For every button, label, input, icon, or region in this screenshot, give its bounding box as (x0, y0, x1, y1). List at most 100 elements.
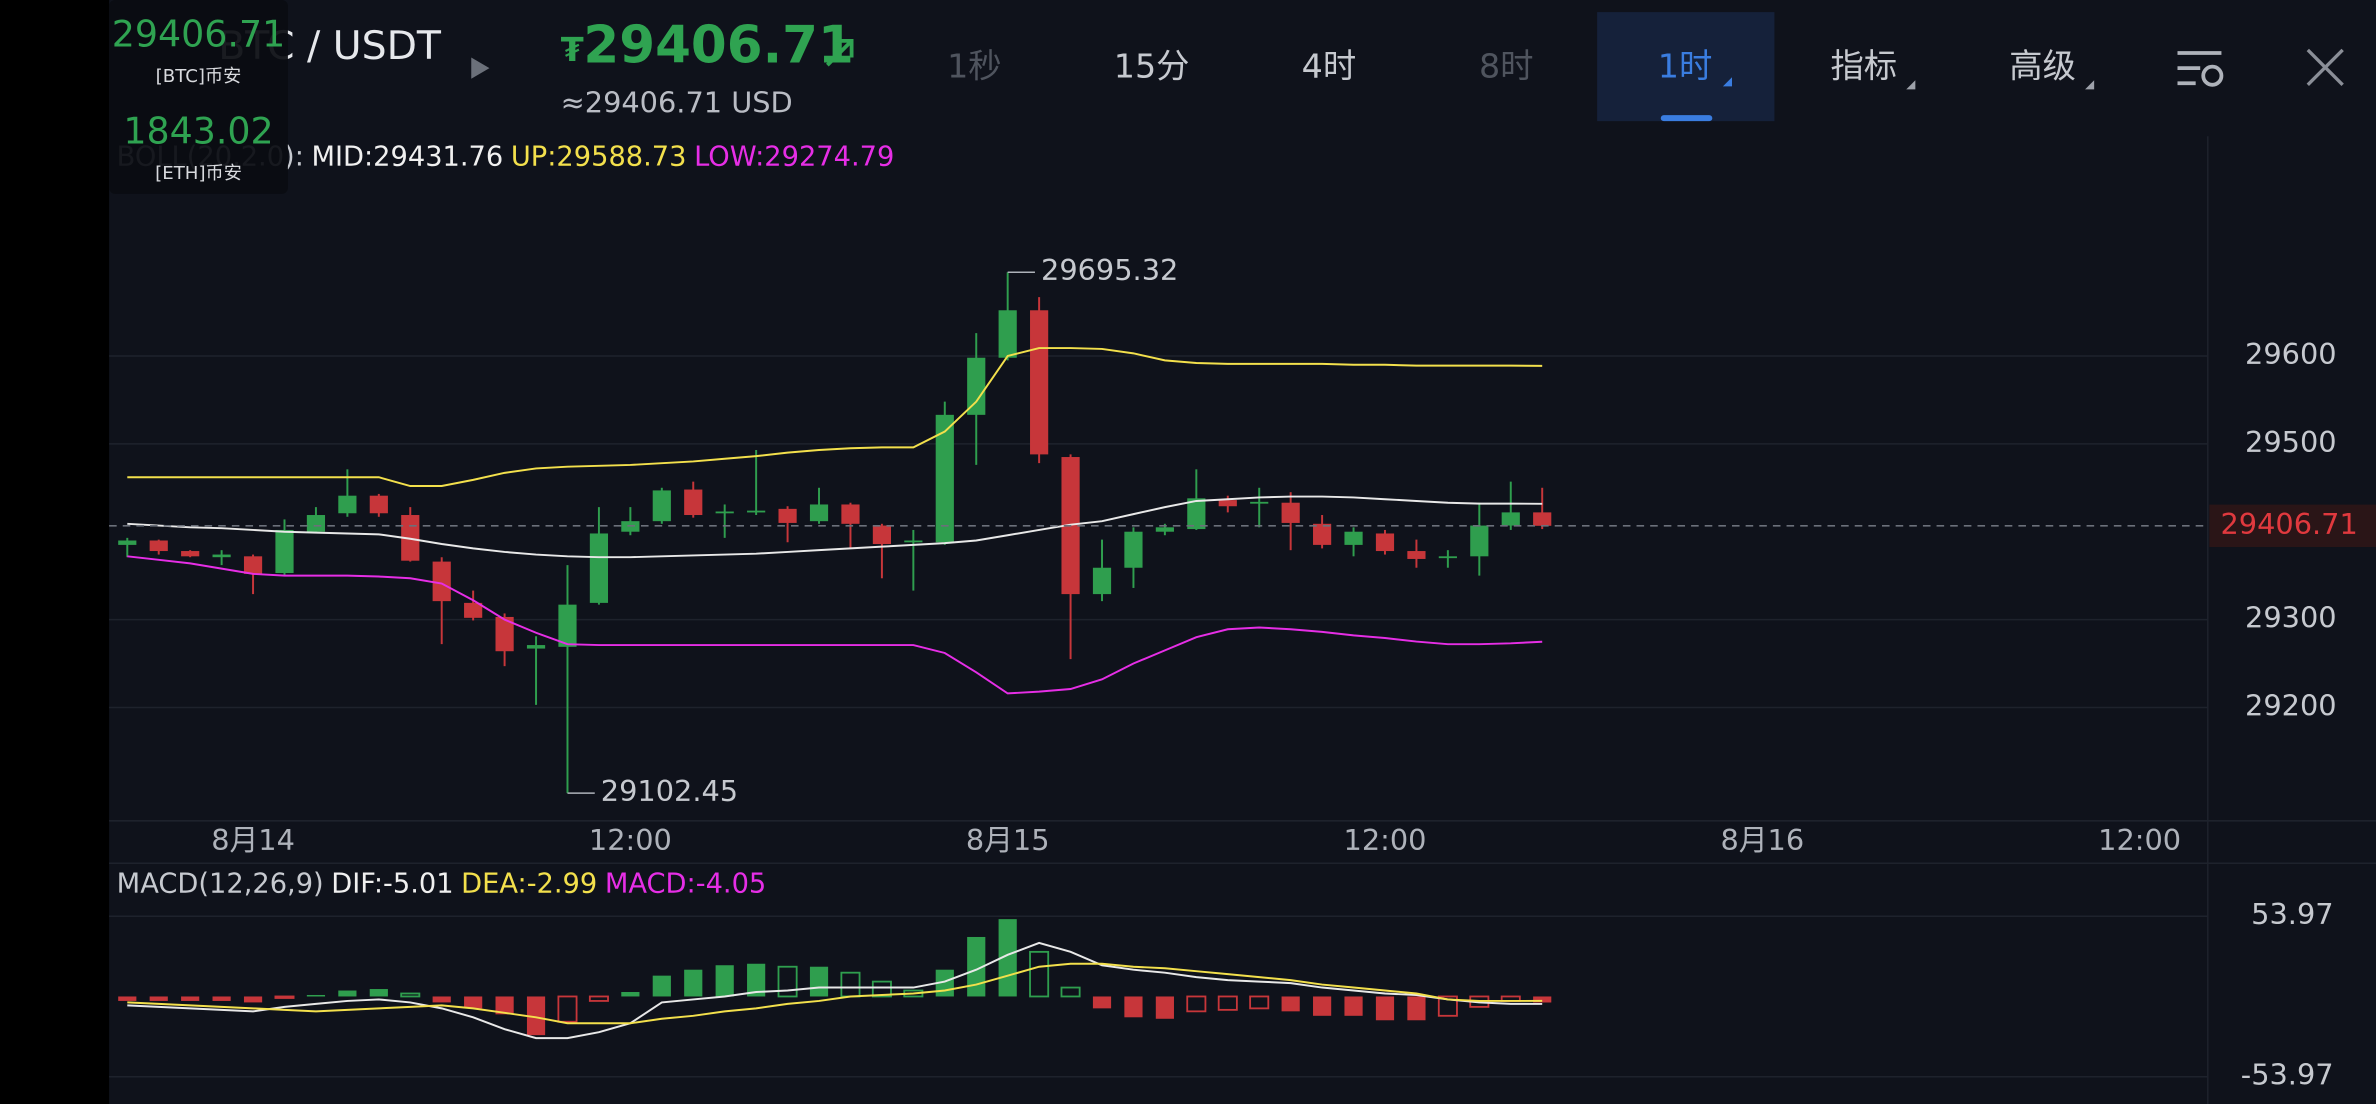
x-tick-label: 8月15 (966, 823, 1050, 857)
candle-body (684, 489, 703, 516)
left-strip (0, 0, 110, 1104)
macd-bar (652, 975, 671, 997)
macd-bar (967, 936, 986, 997)
macd-bar (1313, 996, 1332, 1016)
candle-body (495, 616, 514, 652)
tab[interactable]: 4时 (1302, 47, 1357, 86)
legend-entry: MACD:-4.05 (605, 868, 766, 899)
candle-body (149, 540, 168, 552)
currency-symbol: ₮ (561, 30, 584, 69)
macd-bar (1217, 995, 1238, 1011)
play-icon[interactable] (471, 57, 490, 79)
y-tick-label: 29500 (2245, 425, 2337, 459)
macd-bar (684, 969, 703, 997)
candle-body (306, 515, 326, 532)
candle-body (526, 645, 546, 649)
legend-entry: DEA:-2.99 (461, 868, 597, 899)
overlay-price: 29406.71 (112, 12, 285, 55)
tab-corner (1722, 77, 1732, 87)
macd-bar (1124, 996, 1143, 1018)
x-tick-label: 8月14 (211, 823, 295, 857)
candle-body (747, 510, 766, 513)
usd-price: ≈29406.71 USD (561, 85, 793, 119)
macd-bar (871, 980, 892, 998)
macd-bar (432, 996, 451, 1003)
x-tick-label: 12:00 (589, 823, 672, 857)
candle-body (338, 495, 357, 514)
legend-entry: UP:29588.73 (511, 141, 687, 172)
candle-body (778, 508, 797, 523)
candle-body (998, 310, 1017, 358)
overlay-bg (109, 0, 288, 194)
overlay-price: 1843.02 (123, 109, 273, 152)
macd-bar (621, 992, 640, 997)
candle-body (1375, 533, 1395, 552)
macd-bar (243, 996, 263, 1003)
macd-bar (1249, 995, 1270, 1010)
settings-icon[interactable] (2177, 51, 2224, 87)
macd-bar (1029, 950, 1050, 998)
legend: MACD(12,26,9) DIF:-5.01 DEA:-2.99 MACD:-4.0… (117, 868, 767, 899)
x-tick-label: 12:00 (2098, 823, 2181, 857)
macd-bar (1407, 996, 1426, 1021)
plot-area: 29200 29300 29500 29600 8月14 12:00 8月15 12:00 8月… (109, 136, 2376, 1104)
macd-bar (338, 990, 357, 997)
macd-bar (557, 995, 578, 1023)
candle-body (715, 511, 734, 514)
macd-bar (777, 965, 798, 998)
macd-bar (369, 989, 388, 997)
tab[interactable]: 1时 (1658, 47, 1713, 86)
ticker-overlay[interactable]: 29406.71 [BTC]币安 1843.02 [ETH]币安 (109, 0, 288, 194)
macd-bar (212, 996, 231, 1001)
macd-bar (1281, 996, 1300, 1012)
macd-bar (149, 996, 168, 1001)
macd-bar (1060, 986, 1081, 998)
candle-body (1187, 498, 1206, 530)
header: BTC / USDT ₮ 29406.71 ≈29406.71 USD 1秒 15… (218, 12, 2344, 122)
candle-body (904, 540, 923, 543)
candle-body (1124, 531, 1143, 568)
y-tick-label: -53.97 (2241, 1058, 2334, 1092)
macd-bar (1092, 996, 1112, 1009)
candle-body (558, 604, 577, 647)
tab[interactable]: 高级 (2009, 47, 2076, 86)
candle-body (872, 525, 891, 545)
macd-bar (1155, 996, 1174, 1019)
macd-line (127, 941, 1543, 1040)
tab[interactable]: 1秒 (947, 47, 1002, 86)
tab[interactable]: 15分 (1114, 47, 1190, 86)
boll-line (127, 495, 1543, 559)
legend-title: MACD(12,26,9) (117, 868, 324, 899)
macd-bar (400, 992, 421, 998)
up-arrow (826, 38, 854, 67)
macd-bar (1375, 996, 1395, 1021)
macd-bar (526, 996, 546, 1036)
macd-bar (588, 995, 609, 1002)
last-price-tag (2209, 504, 2376, 548)
candle-body (243, 556, 263, 574)
candle-body (935, 414, 954, 543)
tabs: 1秒 15分 4时 8时 1时 指标 高级 (947, 47, 2076, 86)
macd-line (127, 962, 1543, 1025)
tab[interactable]: 指标 (1830, 47, 1897, 86)
macd-bar (747, 963, 766, 997)
candle-body (1281, 502, 1300, 523)
close-button[interactable] (2306, 48, 2344, 86)
macd-bar (306, 994, 326, 997)
candle-body (841, 504, 860, 524)
overlay-label: [BTC]币安 (156, 66, 242, 87)
macd-bar (464, 996, 483, 1009)
x-tick-label: 8月16 (1720, 823, 1804, 857)
candle-body (432, 561, 451, 602)
candle-body (1533, 512, 1552, 526)
tab[interactable]: 8时 (1479, 47, 1534, 86)
annotation: 29695.32 (1041, 253, 1178, 287)
candle-body (1313, 523, 1332, 545)
macd-bar (715, 965, 734, 997)
candle-body (589, 533, 609, 603)
candle-body (1092, 567, 1112, 595)
candle-body (1344, 531, 1363, 545)
